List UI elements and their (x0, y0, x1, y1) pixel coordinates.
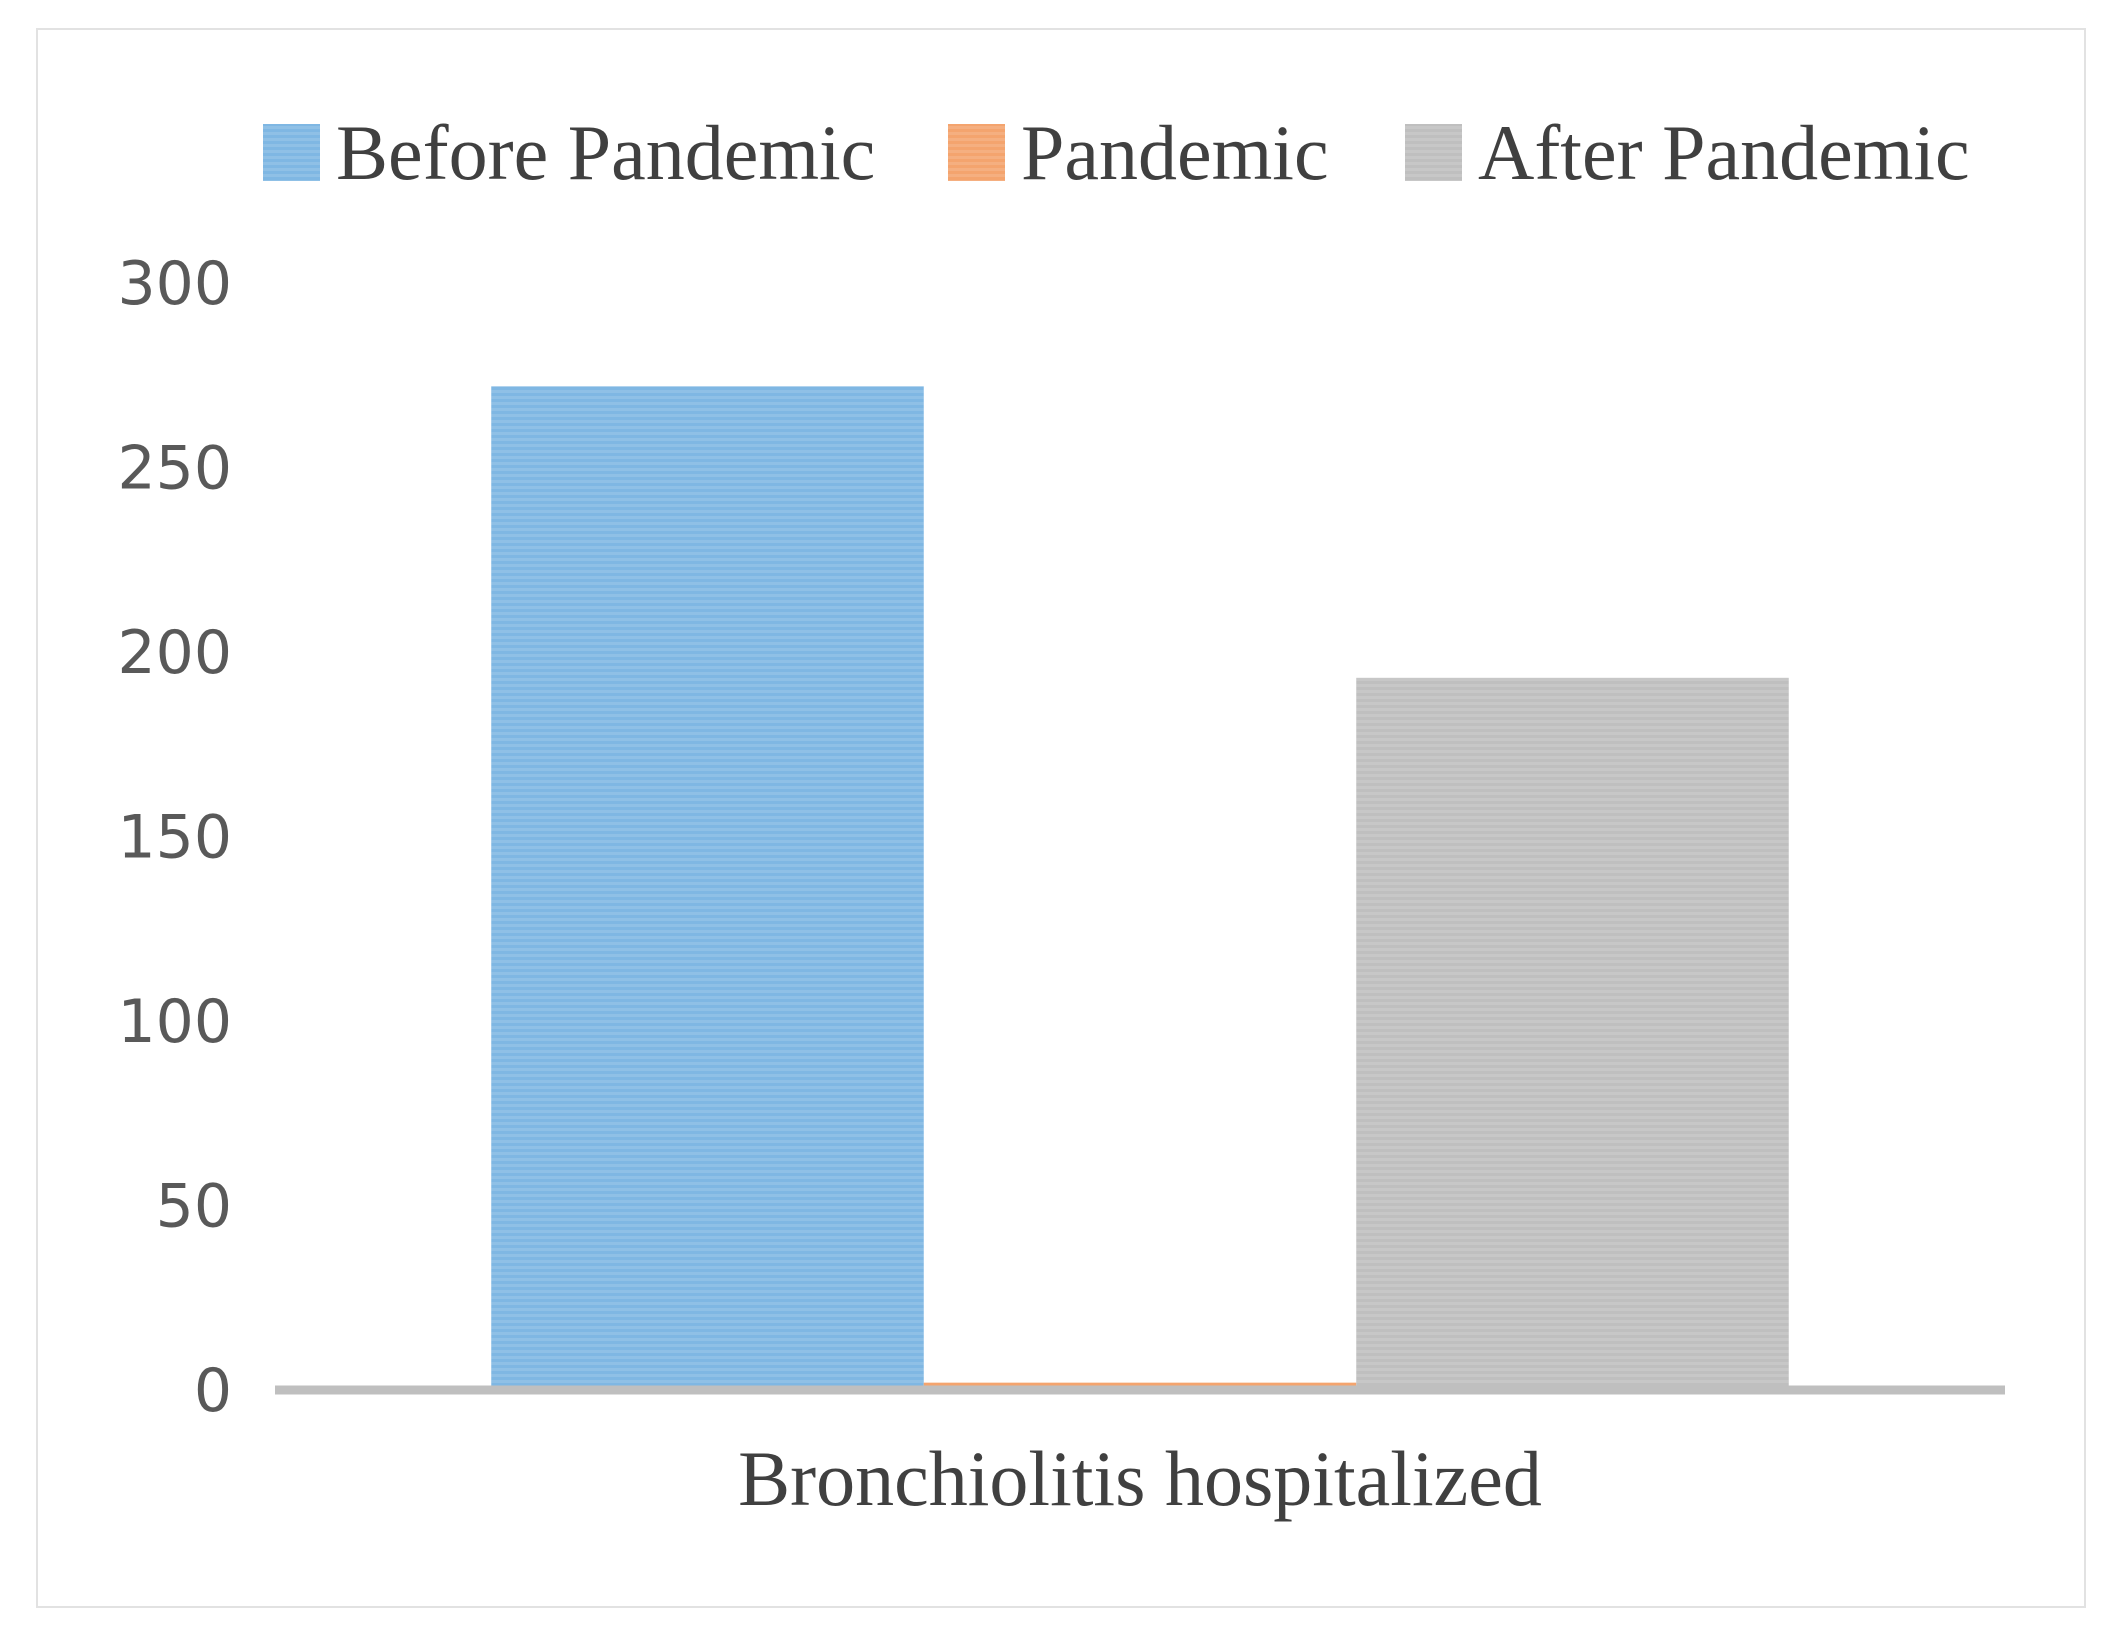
legend-label: Before Pandemic (336, 109, 875, 196)
bar-texture-before-pandemic (491, 386, 924, 1390)
legend-item-before-pandemic: Before Pandemic (263, 109, 875, 196)
y-tick-label: 100 (117, 987, 232, 1057)
bar-texture-after-pandemic (1356, 677, 1789, 1390)
x-category-label: Bronchiolitis hospitalized (738, 1435, 1542, 1522)
y-tick-label: 150 (117, 803, 232, 873)
legend-swatch-texture (1405, 124, 1462, 181)
legend-item-pandemic: Pandemic (948, 109, 1329, 196)
y-tick-label: 250 (117, 434, 232, 504)
legend-swatch-texture (948, 124, 1005, 181)
y-tick-label: 200 (117, 618, 232, 688)
legend-label: Pandemic (1021, 109, 1329, 196)
legend-label: After Pandemic (1478, 109, 1970, 196)
bars (491, 386, 1789, 1390)
x-axis: Bronchiolitis hospitalized (738, 1435, 1542, 1522)
legend-swatch-texture (263, 124, 320, 181)
legend-item-after-pandemic: After Pandemic (1405, 109, 1970, 196)
legend: Before Pandemic Pandemic After Pandemic (263, 109, 1970, 196)
y-axis: 0 50 100 150 200 250 300 (117, 249, 232, 1426)
y-tick-label: 300 (117, 249, 232, 319)
y-tick-label: 0 (194, 1356, 232, 1426)
y-tick-label: 50 (156, 1172, 232, 1242)
